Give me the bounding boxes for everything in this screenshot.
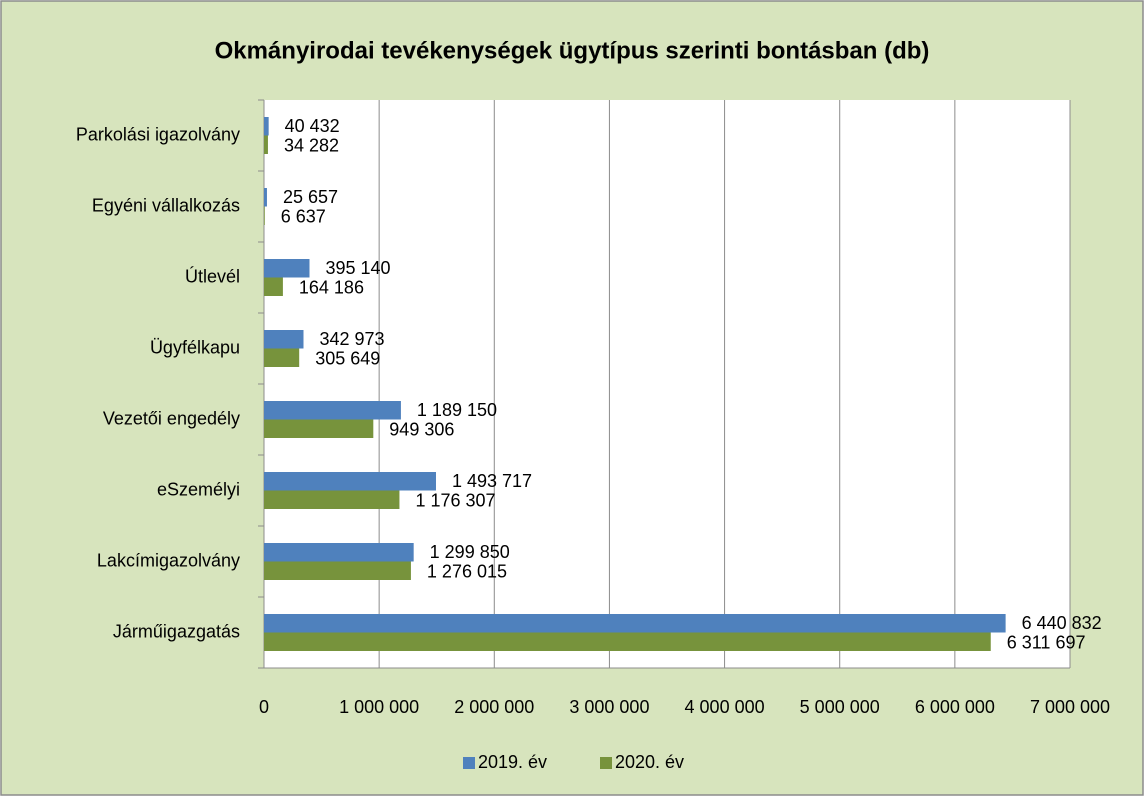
y-tick-label: Parkolási igazolvány [76, 124, 240, 144]
data-label: 1 493 717 [452, 471, 532, 491]
bar [264, 632, 991, 651]
data-label: 25 657 [283, 187, 338, 207]
data-label: 40 432 [285, 116, 340, 136]
x-tick-label: 6 000 000 [915, 697, 995, 717]
y-tick-label: Vezetői engedély [103, 408, 240, 428]
y-tick-label: Lakcímigazolvány [97, 550, 240, 570]
bar [264, 330, 304, 349]
bar [264, 188, 267, 207]
data-label: 305 649 [315, 349, 380, 369]
data-label: 6 440 832 [1022, 613, 1102, 633]
bar [264, 206, 265, 225]
data-label: 34 282 [284, 136, 339, 156]
y-tick-label: Ügyfélkapu [150, 337, 240, 357]
bar [264, 472, 436, 491]
bar [264, 543, 414, 562]
data-label: 164 186 [299, 278, 364, 298]
data-label: 395 140 [325, 258, 390, 278]
data-label: 1 189 150 [417, 400, 497, 420]
bar [264, 561, 411, 580]
data-label: 1 299 850 [430, 542, 510, 562]
bar [264, 135, 268, 154]
bar [264, 348, 300, 367]
x-tick-label: 7 000 000 [1030, 697, 1110, 717]
y-tick-label: Útlevél [185, 265, 240, 286]
data-label: 6 637 [281, 207, 326, 227]
bar [264, 117, 269, 136]
chart-title: Okmányirodai tevékenységek ügytípus szer… [215, 37, 930, 64]
bar [264, 401, 401, 420]
data-label: 342 973 [319, 329, 384, 349]
y-tick-label: eSzemélyi [157, 479, 240, 499]
data-label: 1 176 307 [415, 491, 495, 511]
legend-swatch [463, 757, 475, 769]
x-tick-label: 2 000 000 [454, 697, 534, 717]
bar [264, 277, 283, 296]
x-tick-label: 1 000 000 [339, 697, 419, 717]
x-tick-label: 5 000 000 [800, 697, 880, 717]
y-tick-label: Egyéni vállalkozás [92, 195, 240, 215]
plot-area [264, 100, 1070, 668]
data-label: 6 311 697 [1007, 633, 1086, 653]
data-label: 1 276 015 [427, 562, 507, 582]
bar [264, 419, 374, 438]
legend-label: 2020. év [615, 752, 684, 772]
data-label: 949 306 [389, 420, 454, 440]
bar [264, 614, 1006, 633]
legend-swatch [600, 757, 612, 769]
y-tick-label: Járműigazgatás [113, 621, 240, 641]
bar [264, 259, 310, 278]
bar [264, 490, 400, 509]
legend-label: 2019. év [478, 752, 547, 772]
x-tick-label: 0 [259, 697, 269, 717]
x-tick-label: 3 000 000 [569, 697, 649, 717]
x-tick-label: 4 000 000 [685, 697, 765, 717]
